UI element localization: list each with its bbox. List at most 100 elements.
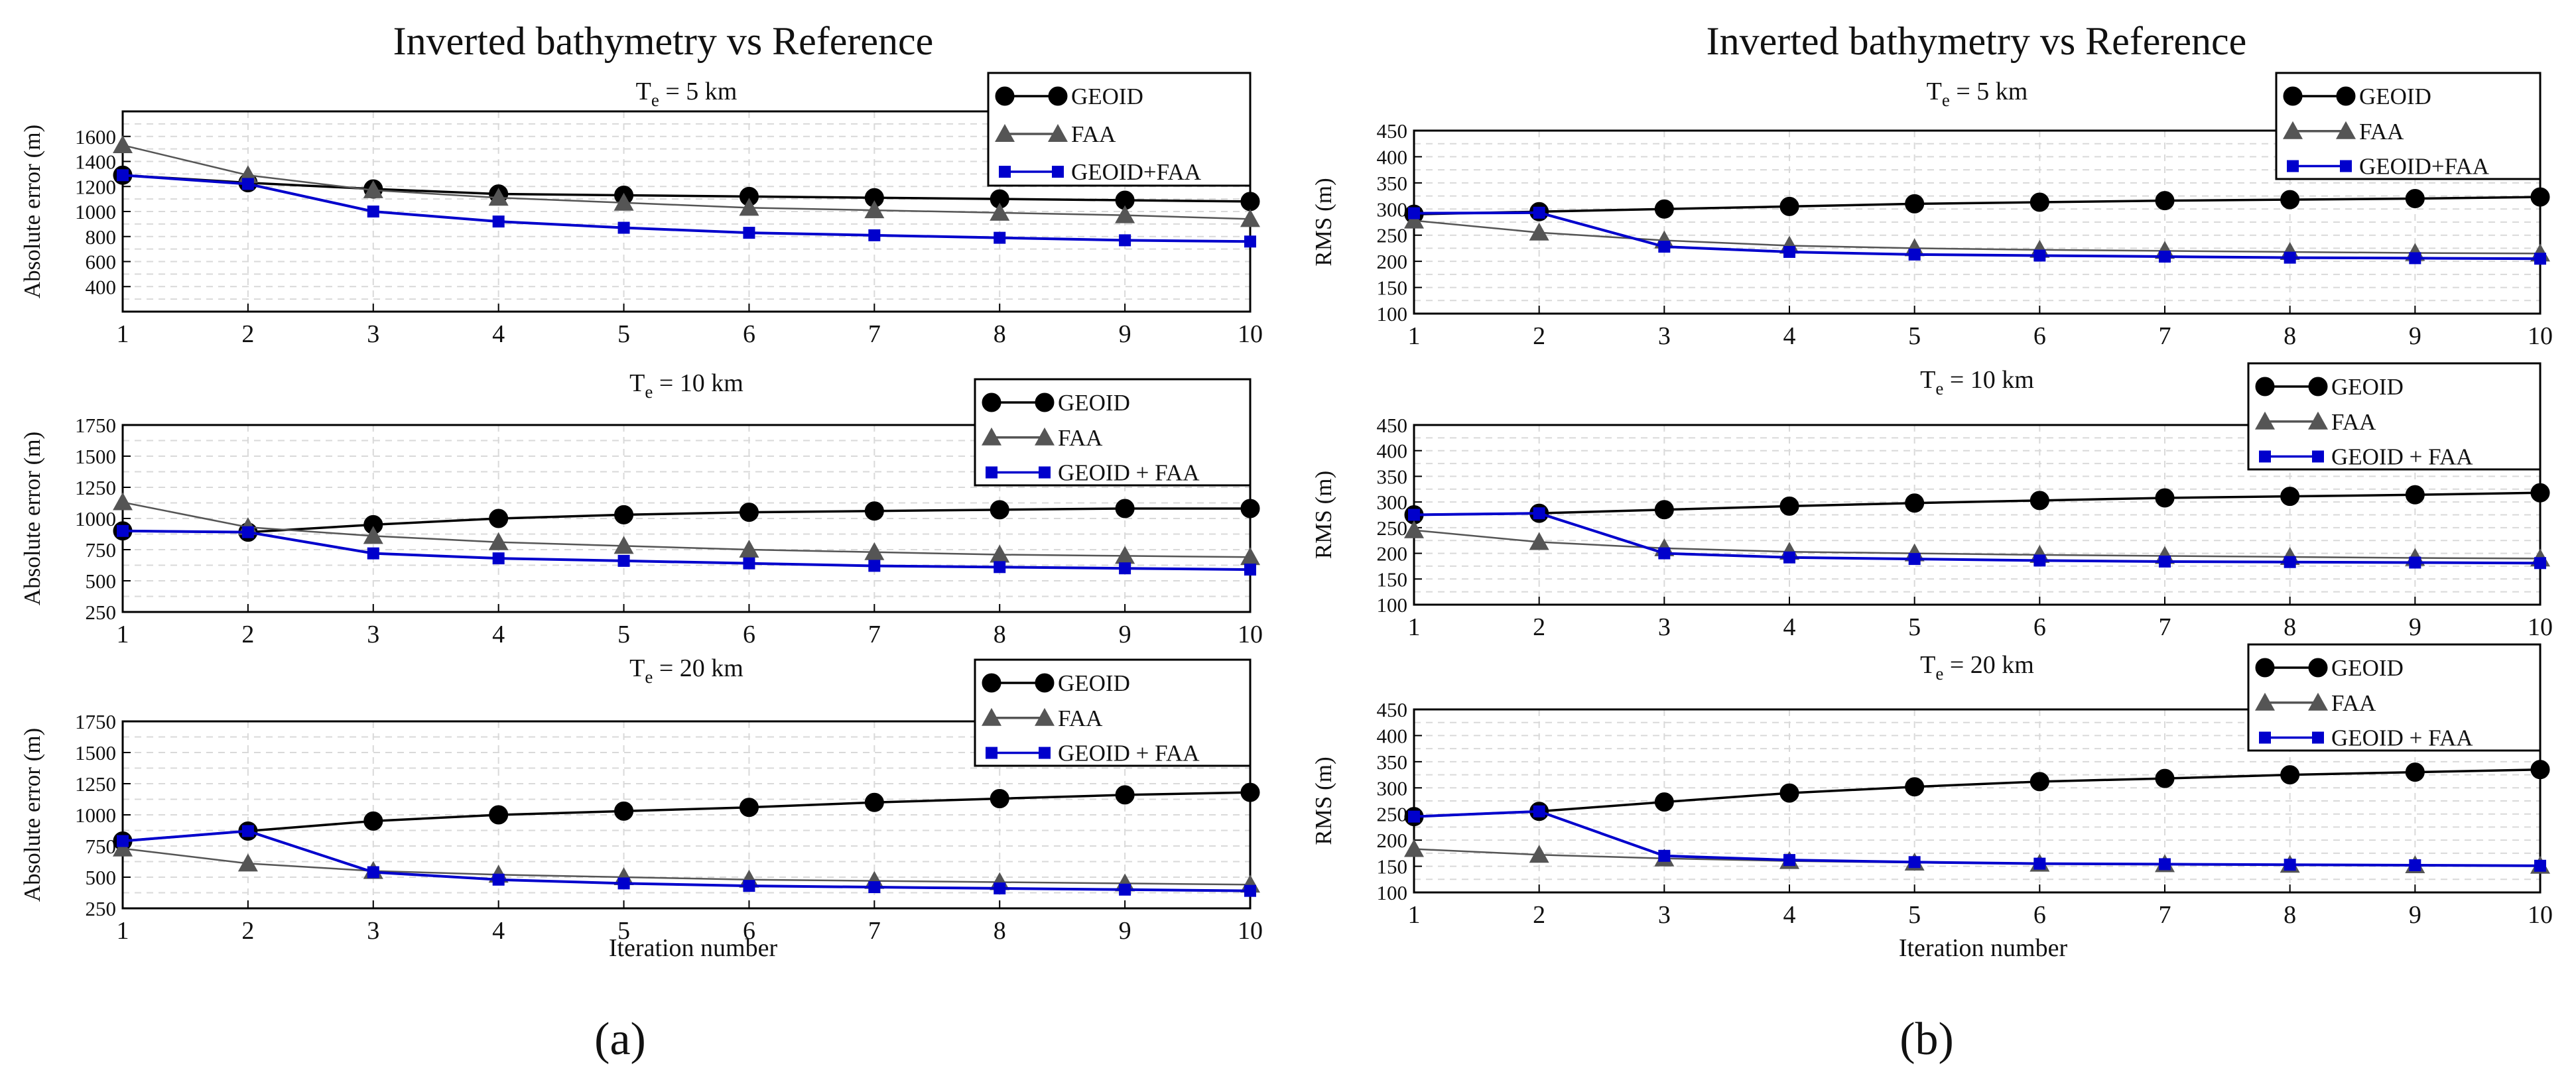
x-tick-label: 8 xyxy=(994,917,1006,945)
legend-marker-geoid xyxy=(2255,658,2275,678)
data-point-geoid xyxy=(1905,194,1925,213)
legend-marker-faa xyxy=(1035,707,1055,726)
data-point-combined xyxy=(241,526,254,538)
x-tick-label: 8 xyxy=(994,320,1006,348)
legend-marker-geoid xyxy=(2283,86,2303,106)
x-tick-label: 10 xyxy=(2528,613,2553,641)
legend-marker-geoid xyxy=(2308,377,2328,396)
panel-b-xlabel: Iteration number xyxy=(1899,934,2068,962)
x-tick-label: 6 xyxy=(2033,901,2046,929)
y-axis-label: RMS (m) xyxy=(1311,757,1336,845)
data-point-combined xyxy=(2033,554,2046,567)
legend: GEOID FAA GEOID + FAA xyxy=(2247,643,2542,752)
panel-a-tag: (a) xyxy=(594,1014,646,1065)
y-tick-label: 1000 xyxy=(75,200,116,223)
legend-marker-combined xyxy=(2340,160,2352,172)
x-tick-label: 1 xyxy=(1408,901,1421,929)
series-line-faa xyxy=(1413,219,2541,255)
y-tick-label: 100 xyxy=(1377,881,1408,904)
data-point-combined xyxy=(1658,547,1671,560)
y-tick-label: 400 xyxy=(1377,440,1408,463)
legend-marker-faa xyxy=(2308,411,2328,430)
series-line-faa xyxy=(1413,529,2541,560)
data-point-combined xyxy=(1908,248,1921,261)
x-tick-label: 3 xyxy=(367,320,379,348)
y-tick-label: 600 xyxy=(86,251,117,274)
data-point-geoid xyxy=(739,503,759,522)
y-tick-label: 300 xyxy=(1377,776,1408,800)
legend: GEOID FAA GEOID + FAA xyxy=(974,378,1252,487)
data-point-faa xyxy=(1115,546,1135,564)
legend-label-combined: GEOID + FAA xyxy=(2331,725,2473,751)
data-point-combined xyxy=(1533,507,1545,520)
y-axis-label: Absolute error (m) xyxy=(19,728,45,902)
data-point-combined xyxy=(2033,249,2046,262)
data-point-geoid xyxy=(489,805,509,825)
x-tick-label: 3 xyxy=(1658,322,1671,350)
legend: GEOID FAA GEOID + FAA xyxy=(2247,362,2542,471)
panel-b-tag: (b) xyxy=(1900,1014,1954,1065)
series-line-combined xyxy=(1413,810,2541,867)
y-tick-label: 300 xyxy=(1377,198,1408,221)
data-point-geoid xyxy=(2405,189,2425,209)
data-point-combined xyxy=(617,554,630,567)
data-point-combined xyxy=(1244,235,1256,248)
series-line-combined xyxy=(122,529,1251,572)
data-point-faa xyxy=(113,838,133,857)
data-point-combined xyxy=(2159,858,2171,871)
data-point-geoid xyxy=(1240,499,1260,518)
x-tick-label: 10 xyxy=(1238,621,1263,648)
data-point-geoid xyxy=(2530,187,2550,207)
legend-marker-combined xyxy=(1039,466,1051,479)
y-axis-label: Absolute error (m) xyxy=(19,432,45,605)
legend-marker-geoid xyxy=(982,393,1001,412)
legend-label-faa: FAA xyxy=(1058,705,1103,731)
legend-marker-faa xyxy=(982,707,1001,726)
y-tick-label: 200 xyxy=(1377,250,1408,273)
data-point-faa xyxy=(739,540,759,558)
x-tick-label: 2 xyxy=(1533,613,1545,641)
legend-label-geoid: GEOID xyxy=(2359,84,2431,109)
legend-marker-geoid xyxy=(995,86,1015,106)
data-point-geoid xyxy=(2155,191,2175,211)
y-tick-label: 500 xyxy=(86,570,117,593)
data-point-faa xyxy=(1240,547,1260,566)
data-point-geoid xyxy=(1115,499,1135,518)
data-point-faa xyxy=(1115,205,1135,223)
x-tick-label: 5 xyxy=(1908,322,1921,350)
data-point-geoid xyxy=(2029,192,2049,212)
x-tick-label: 4 xyxy=(1783,901,1796,929)
data-point-combined xyxy=(1408,509,1420,521)
data-point-combined xyxy=(1533,805,1545,818)
legend-box xyxy=(2275,72,2542,180)
data-point-geoid xyxy=(739,798,759,818)
data-point-combined xyxy=(868,881,881,894)
x-tick-label: 9 xyxy=(2409,613,2421,641)
data-point-combined xyxy=(617,877,630,890)
x-tick-label: 4 xyxy=(1783,322,1796,350)
series-line-geoid xyxy=(122,174,1251,203)
data-point-faa xyxy=(488,532,509,550)
legend-label-geoid: GEOID xyxy=(1058,390,1130,416)
data-point-faa xyxy=(113,135,133,153)
series-line-geoid xyxy=(1413,768,2541,818)
x-tick-label: 10 xyxy=(2528,901,2553,929)
y-tick-label: 350 xyxy=(1377,751,1408,774)
x-tick-label: 2 xyxy=(1533,322,1545,350)
x-tick-label: 3 xyxy=(1658,613,1671,641)
y-tick-label: 250 xyxy=(86,601,117,624)
legend-marker-combined xyxy=(2259,450,2271,463)
legend-marker-combined xyxy=(986,466,998,479)
data-point-faa xyxy=(1240,209,1260,227)
data-point-combined xyxy=(994,561,1006,574)
data-point-combined xyxy=(994,231,1006,244)
data-point-combined xyxy=(868,229,881,241)
legend-label-combined: GEOID + FAA xyxy=(2331,444,2473,470)
x-tick-label: 7 xyxy=(868,621,881,648)
data-point-geoid xyxy=(2530,483,2550,503)
legend-marker-faa xyxy=(1035,427,1055,446)
x-tick-label: 10 xyxy=(1238,320,1263,348)
data-point-geoid xyxy=(864,792,884,812)
x-tick-label: 8 xyxy=(2284,901,2296,929)
subplot-title: Te = 20 km xyxy=(629,654,743,687)
